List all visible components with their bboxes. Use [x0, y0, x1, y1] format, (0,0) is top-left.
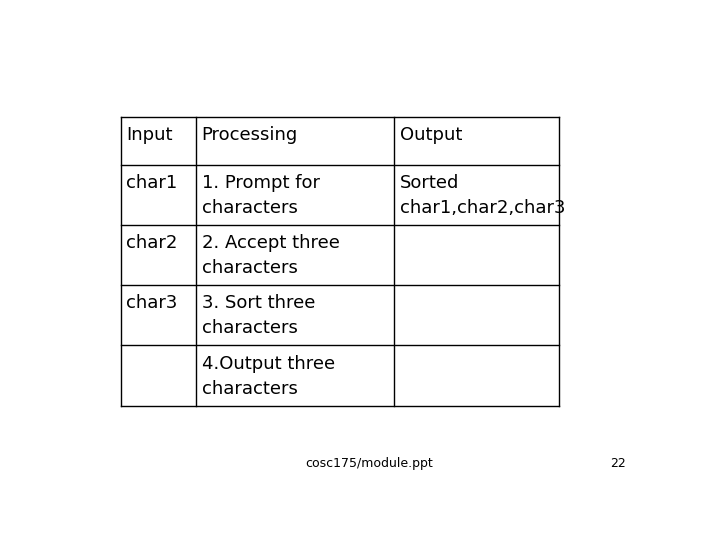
Text: 3. Sort three
characters: 3. Sort three characters [202, 294, 315, 338]
Text: 1. Prompt for
characters: 1. Prompt for characters [202, 174, 320, 217]
Text: char3: char3 [126, 294, 178, 312]
Text: 22: 22 [610, 457, 626, 470]
Text: 4.Output three
characters: 4.Output three characters [202, 355, 335, 397]
Text: Output: Output [400, 126, 462, 144]
Text: char1: char1 [126, 174, 178, 192]
Text: cosc175/module.ppt: cosc175/module.ppt [305, 457, 433, 470]
Text: Input: Input [126, 126, 173, 144]
Text: 2. Accept three
characters: 2. Accept three characters [202, 234, 339, 277]
Text: Processing: Processing [202, 126, 298, 144]
Text: char2: char2 [126, 234, 178, 252]
Text: Sorted
char1,char2,char3: Sorted char1,char2,char3 [400, 174, 565, 217]
